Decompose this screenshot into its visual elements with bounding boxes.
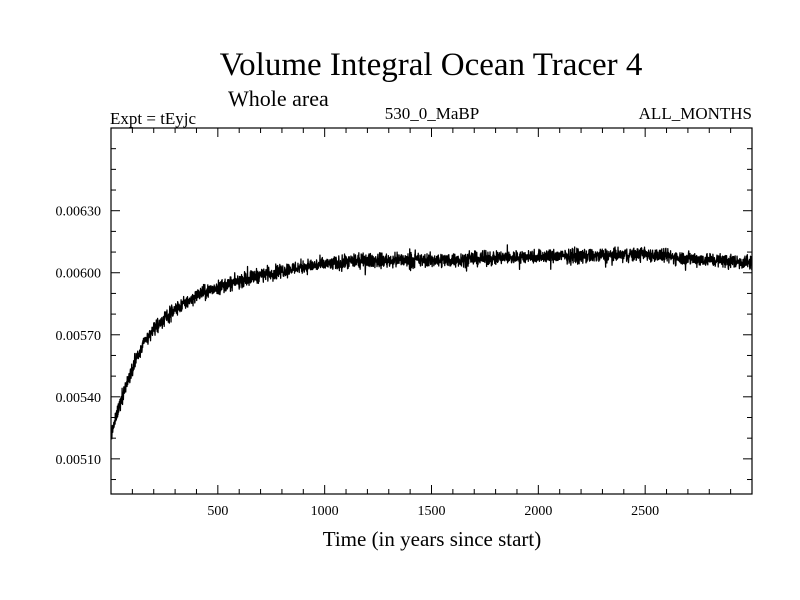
period-label: 530_0_MaBP	[385, 104, 479, 123]
x-tick-label: 2000	[524, 504, 552, 519]
y-tick-label: 0.00540	[56, 391, 102, 406]
y-axis: 0.00510 0.00540 0.00570 0.00600 0.00630	[56, 148, 752, 481]
y-tick-label: 0.00600	[56, 267, 102, 282]
chart-subtitle: Whole area	[228, 86, 329, 111]
y-tick-label: 0.00510	[56, 453, 102, 468]
months-label: ALL_MONTHS	[639, 104, 752, 123]
y-tick-label: 0.00570	[56, 329, 102, 344]
series-line	[111, 244, 752, 440]
x-axis: 500 1000 1500 2000 2500	[131, 128, 732, 519]
x-tick-label: 1500	[418, 504, 446, 519]
chart-title: Volume Integral Ocean Tracer 4	[220, 47, 643, 83]
x-axis-label: Time (in years since start)	[323, 527, 542, 551]
x-tick-label: 2500	[631, 504, 659, 519]
experiment-label: Expt = tEyjc	[110, 109, 197, 128]
plot-frame	[110, 127, 753, 495]
y-tick-label: 0.00630	[56, 205, 102, 220]
x-tick-label: 500	[207, 504, 228, 519]
x-tick-label: 1000	[311, 504, 339, 519]
